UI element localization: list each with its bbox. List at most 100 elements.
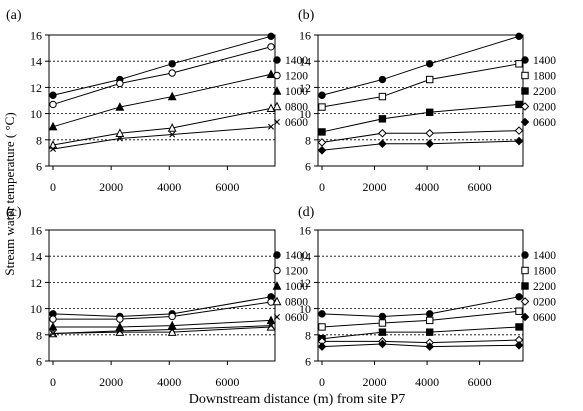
panel-label: (b) — [298, 8, 315, 23]
data-point — [116, 327, 123, 334]
data-point — [378, 128, 387, 138]
data-point — [267, 298, 275, 306]
data-point — [116, 315, 124, 323]
data-point — [378, 339, 387, 349]
data-point — [514, 340, 524, 350]
series-0600 — [317, 136, 524, 155]
data-point — [267, 43, 275, 51]
legend-marker — [272, 86, 282, 95]
series-line — [321, 103, 520, 133]
series-0200 — [317, 126, 524, 147]
x-tick-label: 0 — [319, 375, 325, 389]
legend-marker — [521, 56, 529, 64]
series-line — [53, 301, 272, 320]
legend-marker — [520, 117, 530, 127]
legend-entry: 0600 — [520, 117, 556, 129]
legend-marker — [521, 251, 529, 259]
data-point — [49, 315, 57, 323]
data-point — [318, 310, 326, 318]
data-point — [267, 32, 275, 41]
data-point — [268, 322, 274, 329]
series-line — [52, 326, 272, 334]
y-tick-label: 6 — [36, 160, 42, 174]
series-line — [52, 296, 272, 317]
data-point — [318, 103, 326, 111]
x-tick-label: 4000 — [415, 375, 439, 389]
x-tick-label: 6000 — [215, 375, 239, 389]
legend-entry: 1800 — [521, 266, 556, 278]
series-line — [52, 126, 272, 150]
data-point — [50, 330, 56, 337]
legend-entry: 0200 — [520, 297, 556, 309]
y-tick-label: 8 — [305, 133, 311, 147]
legend-label: 1000 — [285, 86, 308, 98]
legend-marker — [272, 281, 282, 290]
data-point — [116, 79, 124, 88]
data-point — [515, 100, 523, 109]
series-line — [321, 35, 520, 96]
data-point — [425, 328, 434, 336]
data-point — [378, 92, 387, 101]
series-line — [321, 296, 520, 317]
plot-area — [48, 229, 276, 362]
legend-label: 0600 — [533, 117, 556, 129]
data-point — [266, 103, 276, 113]
series-line — [322, 339, 520, 344]
legend-label: 1400 — [533, 55, 556, 67]
legend-entry: 1400 — [273, 55, 308, 67]
legend-marker — [274, 119, 280, 125]
x-axis-label: Downstream distance (m) from site P7 — [189, 392, 406, 407]
legend-marker — [520, 312, 530, 322]
series-1400 — [49, 32, 275, 99]
panel-label: (c) — [6, 205, 22, 220]
legend-label: 0200 — [533, 297, 556, 309]
data-point — [168, 60, 176, 68]
data-point — [266, 69, 276, 78]
legend-label: 0800 — [285, 102, 308, 114]
legend-entry: 1800 — [521, 71, 556, 83]
panel-label: (d) — [298, 205, 315, 220]
legend-label: 1400 — [533, 250, 556, 262]
data-point — [116, 135, 123, 142]
legend-marker — [521, 71, 529, 80]
y-tick-label: 8 — [36, 328, 42, 342]
x-tick-label: 4000 — [157, 375, 181, 389]
data-point — [169, 326, 176, 333]
series-line — [321, 140, 520, 151]
data-point — [115, 128, 125, 137]
data-point — [515, 293, 523, 301]
y-tick-label: 16 — [299, 224, 311, 238]
y-tick-label: 8 — [305, 328, 311, 342]
legend-entry: 0600 — [274, 312, 308, 324]
legend-label: 0600 — [285, 312, 308, 324]
data-point — [317, 145, 327, 155]
y-tick-label: 12 — [30, 81, 42, 95]
data-point — [515, 307, 523, 315]
legend-label: 1400 — [285, 55, 308, 67]
x-tick-label: 2000 — [363, 180, 387, 194]
y-tick-label: 12 — [299, 81, 311, 95]
series-0600 — [50, 123, 274, 152]
data-point — [515, 60, 523, 68]
data-point — [378, 115, 387, 123]
legend-label: 2200 — [533, 281, 556, 293]
legend-marker — [521, 282, 529, 290]
series-line — [52, 73, 272, 128]
plot-area — [48, 34, 276, 167]
legend-entry: 0200 — [520, 102, 556, 114]
data-point — [167, 123, 177, 132]
legend-entry: 1400 — [273, 250, 308, 262]
legend-label: 1200 — [285, 266, 308, 278]
series-1800 — [318, 60, 523, 111]
panel-label: (a) — [6, 8, 22, 23]
y-tick-label: 6 — [305, 160, 311, 174]
x-tick-label: 2000 — [99, 375, 123, 389]
legend-label: 1800 — [533, 266, 556, 278]
series-line — [321, 326, 520, 340]
data-point — [514, 126, 524, 135]
x-tick-label: 6000 — [215, 180, 239, 194]
data-point — [318, 91, 326, 99]
data-point — [49, 91, 57, 99]
legend-entry: 1400 — [521, 250, 556, 262]
series-1800 — [318, 307, 523, 331]
